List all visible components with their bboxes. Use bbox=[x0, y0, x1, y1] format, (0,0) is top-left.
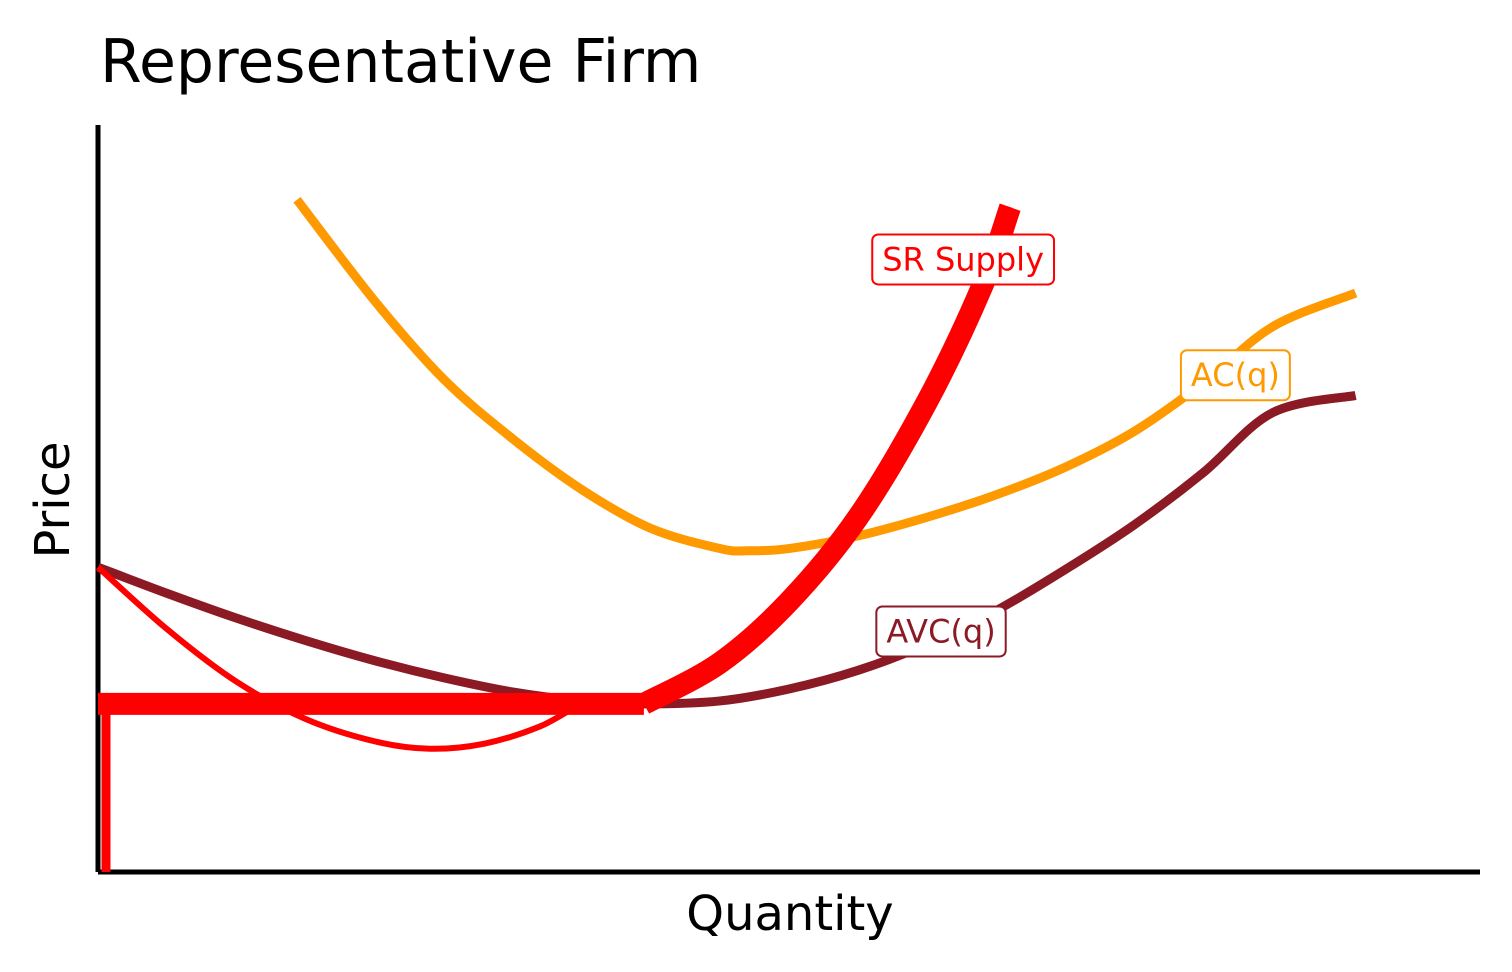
ac-label-box bbox=[1179, 349, 1291, 402]
chart-title: Representative Firm bbox=[100, 27, 701, 97]
axes bbox=[95, 125, 1480, 875]
x-axis-title: Quantity bbox=[686, 886, 893, 942]
ac-curve bbox=[293, 196, 1358, 556]
mc-label: SR Supply bbox=[871, 233, 1056, 286]
avc-curve bbox=[96, 390, 1357, 709]
mc-label-box bbox=[871, 233, 1056, 286]
ac-label-text: AC(q) bbox=[1191, 356, 1280, 394]
labels-layer: SR Supply AC(q) AVC(q) bbox=[871, 233, 1291, 658]
avc-label-text: AVC(q) bbox=[886, 612, 995, 650]
supply-layer bbox=[98, 203, 1021, 872]
avc-label: AVC(q) bbox=[875, 605, 1007, 658]
supply-rising-segment bbox=[638, 203, 1021, 714]
y-axis-title: Price bbox=[25, 441, 81, 558]
mc-label-text: SR Supply bbox=[882, 240, 1044, 278]
avc-label-box bbox=[875, 605, 1007, 658]
ac-label: AC(q) bbox=[1179, 349, 1291, 402]
